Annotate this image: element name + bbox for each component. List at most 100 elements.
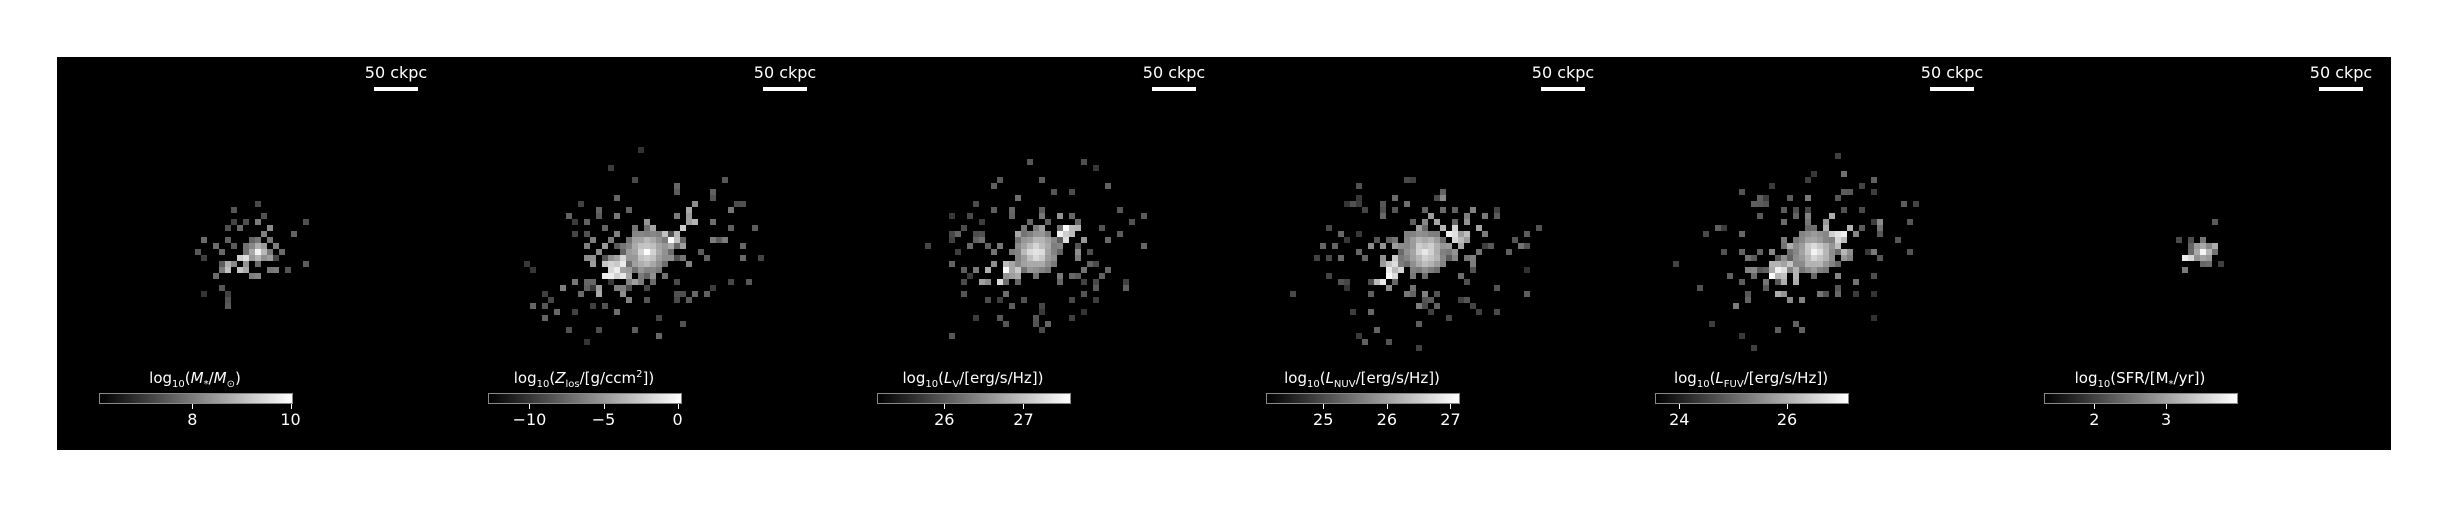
map-pixel xyxy=(1434,267,1440,273)
map-pixel xyxy=(1841,255,1847,261)
map-pixel xyxy=(1847,249,1853,255)
map-pixel xyxy=(1763,279,1769,285)
map-pixel xyxy=(1835,291,1841,297)
map-pixel xyxy=(662,273,668,279)
map-pixel xyxy=(1416,237,1422,243)
map-pixel xyxy=(1829,255,1835,261)
colorbar xyxy=(1655,393,1849,404)
map-pixel xyxy=(1835,273,1841,279)
map-pixel xyxy=(2212,243,2218,249)
colorbar-tick xyxy=(1323,404,1325,409)
map-pixel xyxy=(1805,225,1811,231)
map-pixel xyxy=(1416,267,1422,273)
map-pixel xyxy=(1033,243,1039,249)
map-pixel xyxy=(1829,243,1835,249)
map-pixel xyxy=(1410,285,1416,291)
map-pixel xyxy=(1314,255,1320,261)
map-pixel xyxy=(1422,219,1428,225)
map-pixel xyxy=(668,243,674,249)
map-pixel xyxy=(572,309,578,315)
map-pixel xyxy=(1829,231,1835,237)
map-pixel xyxy=(1099,225,1105,231)
map-pixel xyxy=(2188,243,2194,249)
map-pixel xyxy=(1422,267,1428,273)
map-pixel xyxy=(656,333,662,339)
map-pixel xyxy=(255,243,261,249)
map-pixel xyxy=(1027,261,1033,267)
map-pixel xyxy=(961,291,967,297)
map-pixel xyxy=(979,231,985,237)
map-pixel xyxy=(1081,279,1087,285)
map-pixel xyxy=(632,279,638,285)
map-pixel xyxy=(1422,231,1428,237)
map-pixel xyxy=(1805,249,1811,255)
map-pixel xyxy=(650,225,656,231)
map-pixel xyxy=(1775,279,1781,285)
map-pixel xyxy=(1404,249,1410,255)
map-pixel xyxy=(1452,237,1458,243)
map-pixel xyxy=(1386,339,1392,345)
scale-bar xyxy=(763,87,807,91)
map-pixel xyxy=(1374,237,1380,243)
map-pixel xyxy=(973,231,979,237)
map-pixel xyxy=(1380,279,1386,285)
map-pixel xyxy=(1434,237,1440,243)
map-pixel xyxy=(1416,303,1422,309)
map-pixel xyxy=(249,273,255,279)
map-pixel xyxy=(1057,243,1063,249)
map-pixel xyxy=(1057,279,1063,285)
map-pixel xyxy=(542,315,548,321)
map-pixel xyxy=(1075,225,1081,231)
map-pixel xyxy=(1823,291,1829,297)
colorbar-tick xyxy=(603,404,605,409)
map-pixel xyxy=(1027,243,1033,249)
map-pixel xyxy=(267,237,273,243)
map-pixel xyxy=(614,261,620,267)
map-pixel xyxy=(1835,243,1841,249)
map-pixel xyxy=(1841,189,1847,195)
map-pixel xyxy=(1829,261,1835,267)
map-pixel xyxy=(2194,255,2200,261)
map-pixel xyxy=(1368,309,1374,315)
map-pixel xyxy=(201,291,207,297)
map-pixel xyxy=(1793,273,1799,279)
map-pixel xyxy=(746,279,752,285)
map-pixel xyxy=(2200,255,2206,261)
map-pixel xyxy=(1039,255,1045,261)
map-pixel xyxy=(1386,237,1392,243)
map-pixel xyxy=(644,261,650,267)
map-pixel xyxy=(1757,195,1763,201)
map-pixel xyxy=(734,201,740,207)
map-pixel xyxy=(2218,261,2224,267)
map-pixel xyxy=(1434,243,1440,249)
map-pixel xyxy=(1775,291,1781,297)
map-pixel xyxy=(668,255,674,261)
colorbar-label: log10(LV/[erg/s/Hz]) xyxy=(902,369,1044,390)
colorbar-tick xyxy=(2094,404,2096,409)
map-pixel xyxy=(1081,291,1087,297)
map-pixel xyxy=(590,261,596,267)
map-pixel xyxy=(1093,285,1099,291)
map-pixel xyxy=(1386,273,1392,279)
colorbar-tick-label: 24 xyxy=(1669,410,1690,429)
map-pixel xyxy=(1015,261,1021,267)
map-pixel xyxy=(1015,237,1021,243)
map-pixel xyxy=(1835,261,1841,267)
map-pixel xyxy=(967,243,973,249)
colorbar-tick xyxy=(529,404,531,409)
map-pixel xyxy=(1386,285,1392,291)
map-panel-nuv: 50 ckpc log10(LNUV/[erg/s/Hz]) 25 26 27 xyxy=(1224,57,1613,450)
map-pixel xyxy=(1428,237,1434,243)
map-pixel xyxy=(1057,231,1063,237)
map-pixel xyxy=(662,231,668,237)
map-pixel xyxy=(1524,291,1530,297)
map-pixel xyxy=(1817,231,1823,237)
map-pixel xyxy=(1907,219,1913,225)
map-pixel xyxy=(1129,219,1135,225)
colorbar xyxy=(99,393,293,404)
map-pixel xyxy=(674,279,680,285)
map-pixel xyxy=(1081,159,1087,165)
map-pixel xyxy=(1009,249,1015,255)
map-pixel xyxy=(1787,255,1793,261)
map-pixel xyxy=(1392,273,1398,279)
